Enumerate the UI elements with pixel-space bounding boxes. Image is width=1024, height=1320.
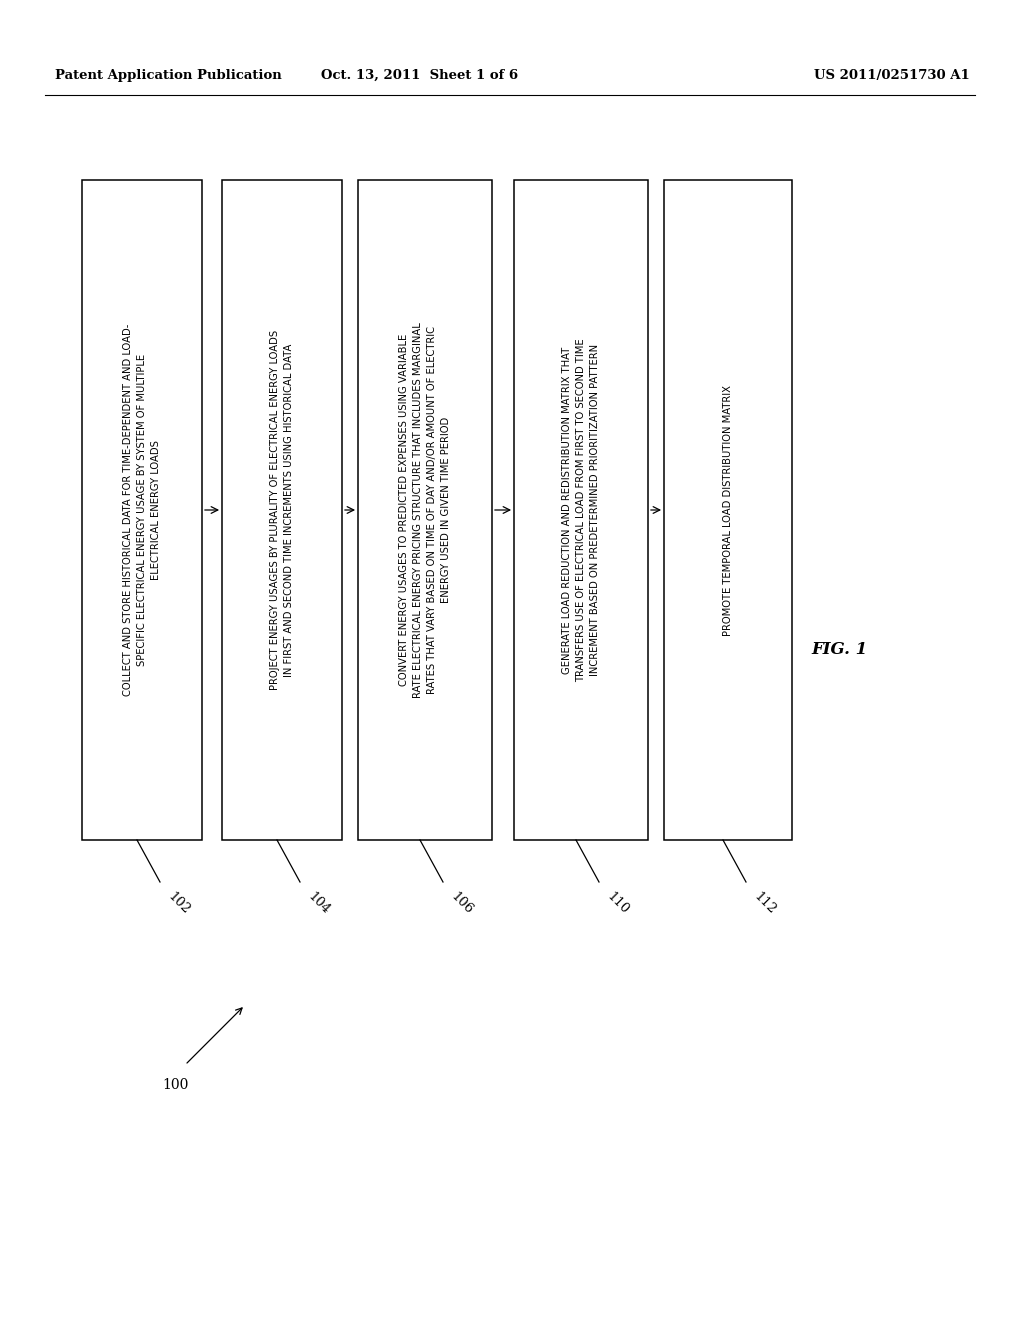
Text: 110: 110 [604, 890, 631, 917]
Text: COLLECT AND STORE HISTORICAL DATA FOR TIME-DEPENDENT AND LOAD-
SPECIFIC ELECTRIC: COLLECT AND STORE HISTORICAL DATA FOR TI… [123, 323, 161, 696]
Text: PROMOTE TEMPORAL LOAD DISTRIBUTION MATRIX: PROMOTE TEMPORAL LOAD DISTRIBUTION MATRI… [723, 384, 733, 635]
Bar [222, 180, 342, 840]
Text: US 2011/0251730 A1: US 2011/0251730 A1 [814, 69, 970, 82]
Text: FIG. 1: FIG. 1 [812, 642, 868, 659]
Text: 100: 100 [162, 1078, 188, 1092]
Text: 112: 112 [751, 890, 778, 917]
Text: 106: 106 [449, 890, 475, 917]
Bar [82, 180, 202, 840]
Bar [358, 180, 492, 840]
Text: PROJECT ENERGY USAGES BY PLURALITY OF ELECTRICAL ENERGY LOADS
IN FIRST AND SECON: PROJECT ENERGY USAGES BY PLURALITY OF EL… [270, 330, 294, 690]
Text: CONVERT ENERGY USAGES TO PREDICTED EXPENSES USING VARIABLE
RATE ELECTRICAL ENERG: CONVERT ENERGY USAGES TO PREDICTED EXPEN… [399, 322, 451, 698]
Text: 104: 104 [305, 890, 332, 917]
Bar [664, 180, 792, 840]
Text: 102: 102 [165, 890, 191, 917]
Text: Oct. 13, 2011  Sheet 1 of 6: Oct. 13, 2011 Sheet 1 of 6 [322, 69, 518, 82]
Bar [514, 180, 648, 840]
Text: Patent Application Publication: Patent Application Publication [55, 69, 282, 82]
Text: GENERATE LOAD REDUCTION AND REDISTRIBUTION MATRIX THAT
TRANSFERS USE OF ELECTRIC: GENERATE LOAD REDUCTION AND REDISTRIBUTI… [562, 338, 600, 682]
